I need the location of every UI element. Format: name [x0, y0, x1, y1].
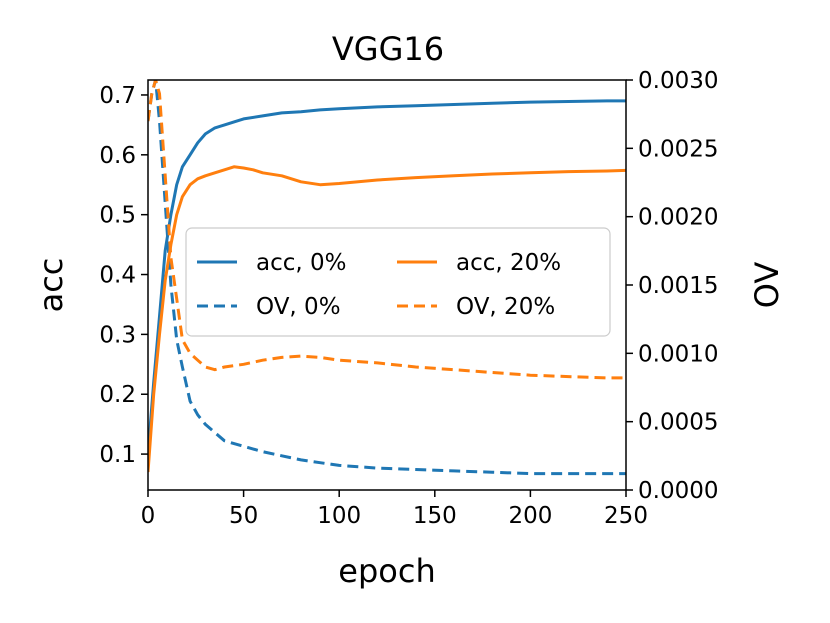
y-left-tick-label: 0.3	[99, 322, 136, 348]
x-tick-label: 50	[229, 503, 258, 529]
y-left-tick-label: 0.6	[99, 143, 136, 169]
y-left-tick-label: 0.4	[99, 263, 136, 289]
series-layer	[148, 80, 626, 476]
x-tick-label: 100	[317, 503, 361, 529]
series-line-3	[148, 80, 626, 380]
legend-box	[185, 227, 611, 337]
y-left-axis-ticks: 0.1 0.2 0.3 0.4 0.5 0.6 0.7	[99, 83, 148, 468]
legend-label-ov-0: OV, 0%	[256, 294, 341, 320]
x-tick-label: 200	[508, 503, 552, 529]
legend-label-acc-20: acc, 20%	[456, 250, 561, 276]
y-right-axis-ticks: 0.0000 0.0005 0.0010 0.0015 0.0020 0.0025 0.00…	[626, 68, 718, 504]
legend-label-ov-20: OV, 20%	[456, 294, 555, 320]
x-axis-title: epoch	[338, 552, 435, 590]
y-left-tick-label: 0.5	[99, 203, 136, 229]
x-tick-label: 150	[413, 503, 457, 529]
y-left-tick-label: 0.7	[99, 83, 136, 109]
y-right-tick-label: 0.0005	[638, 410, 718, 436]
y-right-axis-title: OV	[748, 262, 786, 309]
series-line-2	[148, 165, 626, 473]
series-line-1	[148, 80, 626, 476]
x-tick-label: 0	[141, 503, 156, 529]
y-right-tick-label: 0.0025	[638, 136, 718, 162]
y-right-tick-label: 0.0000	[638, 478, 718, 504]
legend: acc, 0% OV, 0% acc, 20% OV, 20%	[185, 227, 611, 337]
y-right-tick-label: 0.0015	[638, 273, 718, 299]
legend-label-acc-0: acc, 0%	[256, 250, 347, 276]
y-right-tick-label: 0.0030	[638, 68, 718, 94]
y-left-tick-label: 0.1	[99, 442, 136, 468]
chart-title: VGG16	[332, 30, 444, 68]
series-line-0	[148, 99, 626, 455]
y-right-tick-label: 0.0020	[638, 205, 718, 231]
y-left-tick-label: 0.2	[99, 382, 136, 408]
y-left-axis-title: acc	[32, 258, 70, 313]
x-tick-label: 250	[604, 503, 648, 529]
x-axis-ticks: 0 50 100 150 200 250	[141, 490, 648, 529]
y-right-tick-label: 0.0010	[638, 341, 718, 367]
